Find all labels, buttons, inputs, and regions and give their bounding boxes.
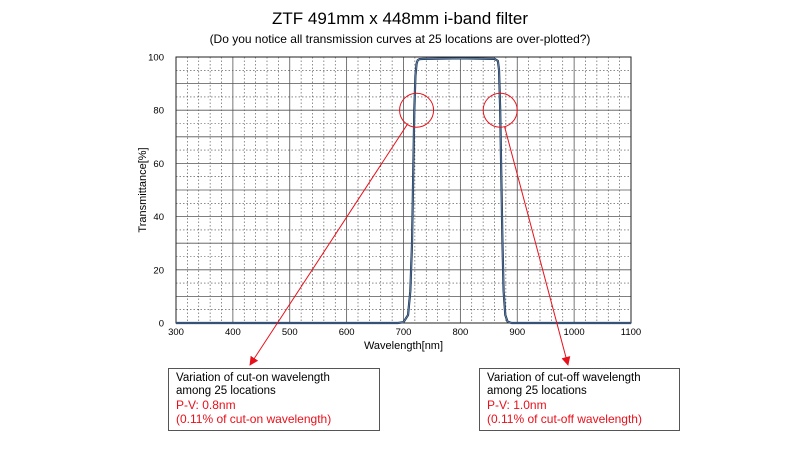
- x-tick-label: 600: [339, 327, 355, 338]
- y-tick-label: 60: [153, 159, 164, 170]
- x-tick-label: 800: [452, 327, 468, 338]
- x-tick-label: 900: [509, 327, 525, 338]
- cut-off-annotation-box: Variation of cut-off wavelength among 25…: [479, 368, 680, 431]
- x-tick-label: 1100: [621, 327, 641, 338]
- chart-subtitle: (Do you notice all transmission curves a…: [209, 32, 591, 46]
- x-axis-label: Wavelength[nm]: [364, 340, 443, 352]
- x-tick-label: 300: [168, 327, 184, 338]
- cut-off-annotation-line-1: Variation of cut-off wavelength: [487, 372, 641, 384]
- chart-title: ZTF 491mm x 448mm i-band filter: [271, 9, 528, 28]
- cut-off-percent: (0.11% of cut-off wavelength): [487, 412, 642, 426]
- x-tick-label: 700: [396, 327, 412, 338]
- y-tick-label: 20: [153, 265, 164, 276]
- x-tick-label: 500: [282, 327, 298, 338]
- cut-on-annotation-line-1: Variation of cut-on wavelength: [176, 372, 330, 384]
- transmission-curve-overlay: [176, 58, 631, 324]
- x-tick-label: 400: [225, 327, 241, 338]
- cut-on-arrow: [249, 124, 408, 366]
- cut-off-highlight-circle: [482, 92, 518, 128]
- cut-on-annotation-line-2: among 25 locations: [176, 385, 276, 397]
- cut-off-pv-value: P-V: 1.0nm: [487, 398, 547, 412]
- cut-on-pv-value: P-V: 0.8nm: [176, 398, 236, 412]
- cut-on-highlight-circle: [399, 92, 435, 128]
- cut-on-percent: (0.11% of cut-on wavelength): [176, 412, 332, 426]
- cut-off-annotation-line-2: among 25 locations: [487, 385, 587, 397]
- y-tick-label: 100: [148, 53, 164, 64]
- cut-off-arrow: [504, 126, 571, 366]
- cut-on-annotation-box: Variation of cut-on wavelength among 25 …: [168, 368, 380, 431]
- x-tick-label: 1000: [564, 327, 585, 338]
- y-tick-label: 80: [153, 106, 164, 117]
- y-tick-label: 40: [153, 212, 164, 223]
- y-tick-label: 0: [159, 319, 164, 330]
- y-axis-label: Transmittance[%]: [137, 147, 149, 232]
